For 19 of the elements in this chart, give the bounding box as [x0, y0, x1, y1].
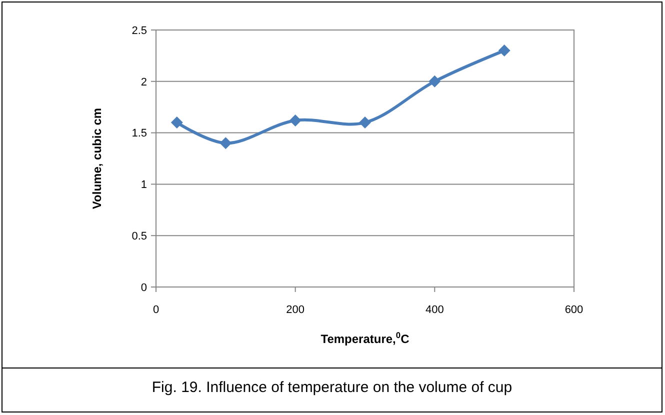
x-tick-label: 0: [152, 304, 160, 316]
point: [289, 114, 302, 126]
point: [220, 137, 232, 150]
x-tick-label: 600: [564, 304, 584, 316]
point: [359, 116, 371, 129]
y-tick-label: 2: [140, 76, 147, 88]
y-tick-label: 0: [140, 282, 147, 294]
y-tick-label: 1.5: [132, 128, 147, 140]
y-tick-label: 2.5: [132, 24, 147, 37]
x-tick-label: 200: [286, 304, 305, 316]
point: [428, 75, 441, 88]
point: [170, 116, 183, 129]
point: [498, 44, 510, 57]
x-axis-title: Temperature,$^{0}$C: [320, 330, 410, 346]
caption: Fig. 19. Influence of temperature on the volume of cup: [152, 379, 512, 396]
y-tick-label: 0.5: [132, 230, 147, 242]
y-tick-label: 1: [140, 179, 147, 192]
x-tick-label: 400: [425, 304, 444, 316]
y-axis-title: Volume, cubic cm: [90, 108, 104, 210]
